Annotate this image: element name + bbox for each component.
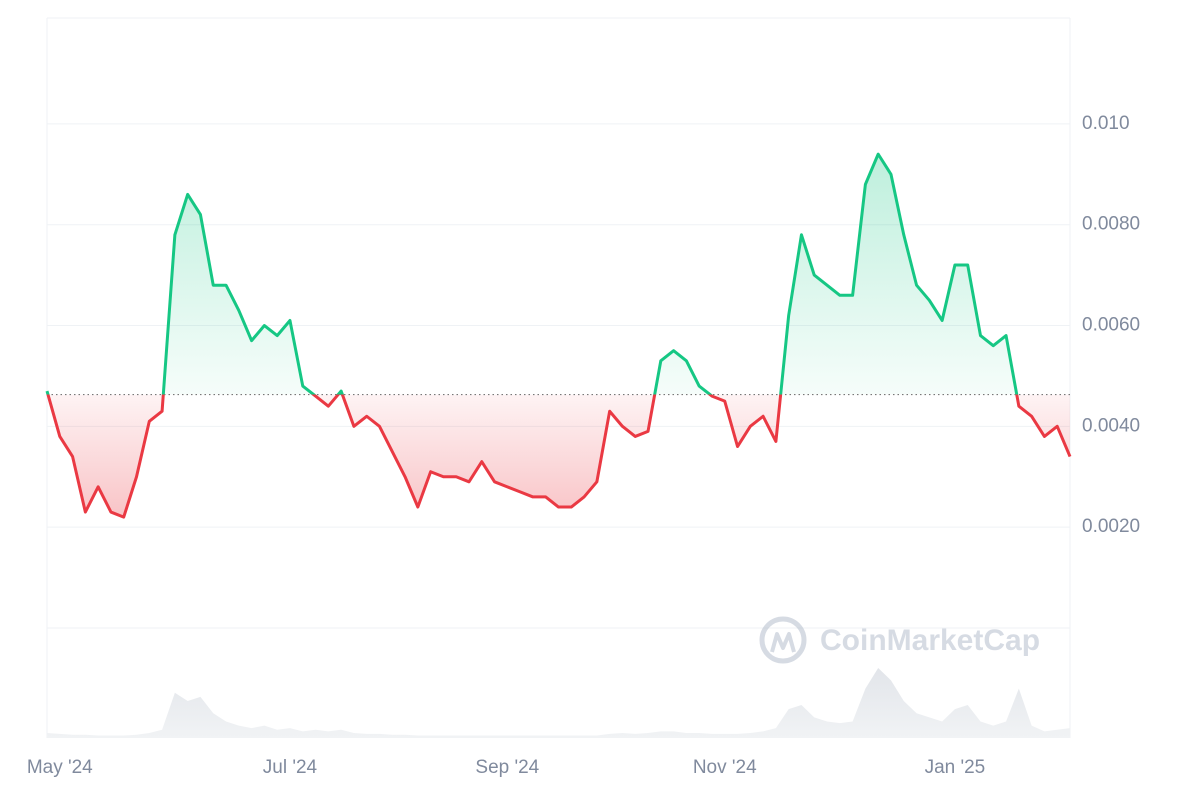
y-tick-label: 0.0040: [1082, 415, 1140, 436]
y-tick-label: 0.0080: [1082, 214, 1140, 235]
y-tick-label: 0.0060: [1082, 315, 1140, 336]
volume-area: [47, 668, 1070, 738]
price-line: [45, 152, 1072, 519]
x-tick-label: Jul '24: [263, 757, 318, 778]
watermark: CoinMarketCap: [759, 616, 1040, 664]
y-tick-label: 0.010: [1082, 113, 1130, 134]
x-tick-label: May '24: [27, 757, 93, 778]
y-tick-label: 0.0020: [1082, 516, 1140, 537]
price-area: [47, 154, 1070, 518]
x-tick-label: Nov '24: [693, 757, 757, 778]
watermark-text: CoinMarketCap: [820, 624, 1040, 657]
x-tick-label: Jan '25: [925, 757, 986, 778]
x-tick-label: Sep '24: [475, 757, 539, 778]
